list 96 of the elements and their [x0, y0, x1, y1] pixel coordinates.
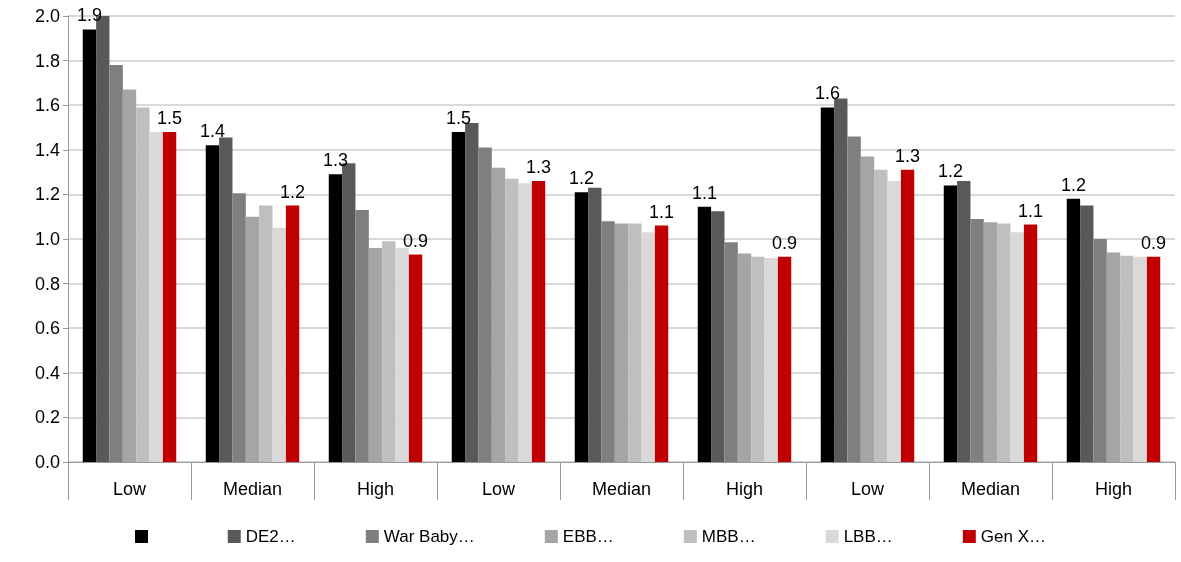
- bar: [1133, 256, 1147, 462]
- bar: [531, 181, 546, 462]
- x-tick-label: Low: [481, 479, 517, 499]
- bar: [751, 256, 765, 462]
- y-tick-label: 1.8: [34, 50, 60, 71]
- legend-label: Gen X…: [980, 527, 1046, 546]
- bar: [601, 221, 615, 462]
- bar: [272, 227, 286, 462]
- y-tick-label: 0.6: [34, 318, 60, 339]
- bar: [1146, 256, 1161, 462]
- data-label: 0.9: [772, 232, 798, 253]
- bar: [136, 107, 150, 462]
- data-label: 1.2: [568, 168, 594, 189]
- bar: [724, 242, 738, 462]
- bar: [205, 145, 220, 462]
- data-label: 1.1: [691, 182, 717, 203]
- legend-label: War Baby…: [383, 527, 475, 546]
- bar: [149, 131, 163, 462]
- x-tick-label: Low: [850, 479, 886, 499]
- bar: [654, 225, 669, 462]
- bar: [465, 123, 479, 462]
- y-tick-label: 1.4: [34, 139, 60, 160]
- bar: [887, 181, 901, 462]
- bar: [355, 210, 369, 462]
- bar: [109, 65, 123, 462]
- bar: [777, 256, 792, 462]
- data-label: 1.5: [445, 107, 471, 128]
- bar: [232, 193, 246, 462]
- data-label: 0.9: [403, 230, 429, 251]
- bar: [588, 187, 602, 462]
- data-label: 1.1: [1018, 200, 1044, 221]
- data-label: 1.1: [649, 201, 675, 222]
- bar: [711, 211, 725, 462]
- data-label: 1.6: [814, 83, 840, 104]
- y-tick-label: 1.0: [34, 229, 60, 249]
- legend-label: DE2…: [245, 527, 296, 546]
- y-tick-label: 0.8: [34, 273, 60, 294]
- bar: [518, 183, 532, 462]
- bar: [451, 131, 466, 462]
- bar: [764, 257, 778, 462]
- bar: [1010, 232, 1024, 462]
- data-label: 1.3: [895, 145, 921, 166]
- bar: [970, 218, 984, 462]
- bar: [997, 223, 1011, 462]
- bar: [285, 205, 300, 462]
- legend-label: MBB…: [701, 527, 756, 546]
- data-label: 1.2: [1060, 174, 1086, 195]
- data-label: 0.9: [1141, 232, 1167, 253]
- x-tick-label: Median: [591, 479, 652, 499]
- legend-label: LBB…: [843, 527, 893, 546]
- data-label: 1.2: [280, 181, 306, 202]
- bar: [505, 178, 519, 462]
- data-label: 1.3: [322, 150, 348, 171]
- bar: [382, 241, 396, 462]
- bar: [1093, 239, 1107, 462]
- y-tick-label: 0.4: [34, 362, 60, 383]
- bar: [574, 192, 589, 462]
- data-label: 1.9: [76, 5, 102, 26]
- x-tick-label: Low: [112, 479, 148, 499]
- bar: [82, 29, 97, 462]
- x-tick-label: High: [725, 479, 764, 499]
- bar: [1120, 255, 1134, 462]
- bar: [874, 169, 888, 462]
- y-tick-label: 0.2: [34, 407, 60, 428]
- bar: [259, 205, 273, 462]
- bar: [478, 147, 492, 462]
- y-tick-label: 1.6: [34, 95, 60, 116]
- data-label: 1.3: [526, 157, 552, 178]
- bar: [1023, 224, 1038, 462]
- x-tick-label: Median: [222, 479, 283, 499]
- x-tick-label: Median: [960, 479, 1021, 499]
- bar: [847, 136, 861, 462]
- data-label: 1.2: [937, 161, 963, 182]
- bar: [943, 185, 958, 462]
- data-label: 1.5: [157, 107, 183, 128]
- bar: [219, 137, 233, 462]
- bar: [900, 169, 915, 462]
- y-tick-label: 2.0: [34, 6, 60, 26]
- legend-label: EBB…: [562, 527, 614, 546]
- bar: [408, 254, 423, 462]
- bar: [697, 206, 712, 462]
- bar: [957, 181, 971, 462]
- bar: [641, 232, 655, 462]
- x-tick-label: High: [356, 479, 395, 499]
- bar: [1066, 198, 1081, 462]
- x-tick-label: High: [1094, 479, 1133, 499]
- bar: [820, 107, 835, 462]
- bar: [834, 98, 848, 462]
- bar: [328, 174, 343, 462]
- bar: [628, 223, 642, 462]
- bar: [1080, 205, 1094, 462]
- bar: [162, 131, 177, 462]
- bar: [395, 247, 409, 462]
- y-tick-label: 0.0: [34, 452, 60, 472]
- y-tick-label: 1.2: [34, 184, 60, 205]
- data-label: 1.4: [199, 121, 225, 142]
